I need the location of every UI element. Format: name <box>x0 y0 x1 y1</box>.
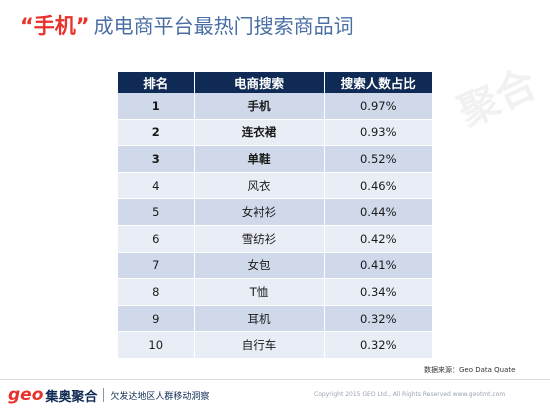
keyword-cell: 手机 <box>194 93 325 120</box>
rank-cell: 3 <box>118 145 195 173</box>
rank-cell: 1 <box>118 93 195 120</box>
rank-cell: 7 <box>118 252 195 280</box>
table-row: 7 女包 0.41% <box>118 252 432 280</box>
keyword-cell: 自行车 <box>194 331 325 359</box>
share-cell: 0.42% <box>324 225 432 253</box>
table-row: 6 雪纺衫 0.42% <box>118 225 432 253</box>
logo-mark: geo <box>8 385 44 405</box>
table-row: 3 单鞋 0.52% <box>118 145 432 173</box>
rank-cell: 6 <box>118 225 195 253</box>
data-source-note: 数据来源：Geo Data Quate <box>424 366 516 374</box>
keyword-cell: 女包 <box>194 252 325 280</box>
keyword-cell: 耳机 <box>194 305 325 333</box>
footer-caption: 欠发达地区人群移动洞察 <box>110 391 210 402</box>
copyright-text: Copyright 2015 GEO Ltd., All Rights Rese… <box>314 391 506 398</box>
share-cell: 0.44% <box>324 198 432 226</box>
column-header-rank: 排名 <box>118 72 195 93</box>
table-row: 1 手机 0.97% <box>118 93 432 120</box>
footer-divider <box>0 379 550 380</box>
keyword-cell: T恤 <box>194 278 325 306</box>
table-row: 8 T恤 0.34% <box>118 278 432 306</box>
table-row: 4 风衣 0.46% <box>118 172 432 200</box>
share-cell: 0.52% <box>324 145 432 173</box>
slide-title: “手机” 成电商平台最热门搜索商品词 <box>20 10 354 44</box>
share-cell: 0.41% <box>324 252 432 280</box>
keyword-cell: 女衬衫 <box>194 198 325 226</box>
keyword-cell: 连衣裙 <box>194 119 325 147</box>
slide-title-accent: “手机” <box>20 14 90 38</box>
geo-logo: geo 集奥聚合 <box>8 385 97 405</box>
rank-cell: 5 <box>118 198 195 226</box>
share-cell: 0.46% <box>324 172 432 200</box>
footer-separator <box>103 388 105 402</box>
table-row: 10 自行车 0.32% <box>118 331 432 359</box>
share-cell: 0.93% <box>324 119 432 147</box>
column-header-share: 搜索人数占比 <box>324 72 432 93</box>
share-cell: 0.32% <box>324 305 432 333</box>
rank-cell: 2 <box>118 119 195 147</box>
rank-cell: 10 <box>118 331 195 359</box>
share-cell: 0.32% <box>324 331 432 359</box>
slide-title-text: 成电商平台最热门搜索商品词 <box>93 14 354 38</box>
table-row: 5 女衬衫 0.44% <box>118 198 432 226</box>
footer: geo 集奥聚合 欠发达地区人群移动洞察 Copyright 2015 GEO … <box>0 382 550 408</box>
column-header-keyword: 电商搜索 <box>194 72 325 93</box>
table-row: 2 连衣裙 0.93% <box>118 119 432 147</box>
share-cell: 0.97% <box>324 93 432 120</box>
keyword-cell: 单鞋 <box>194 145 325 173</box>
keyword-cell: 雪纺衫 <box>194 225 325 253</box>
search-keyword-table: 排名 电商搜索 搜索人数占比 1 手机 0.97% 2 连衣裙 0.93% 3 … <box>118 72 432 359</box>
watermark: 聚合 <box>451 60 544 137</box>
table-header-row: 排名 电商搜索 搜索人数占比 <box>118 72 432 93</box>
rank-cell: 8 <box>118 278 195 306</box>
share-cell: 0.34% <box>324 278 432 306</box>
rank-cell: 9 <box>118 305 195 333</box>
keyword-cell: 风衣 <box>194 172 325 200</box>
logo-text: 集奥聚合 <box>45 389 98 405</box>
rank-cell: 4 <box>118 172 195 200</box>
table-row: 9 耳机 0.32% <box>118 305 432 333</box>
